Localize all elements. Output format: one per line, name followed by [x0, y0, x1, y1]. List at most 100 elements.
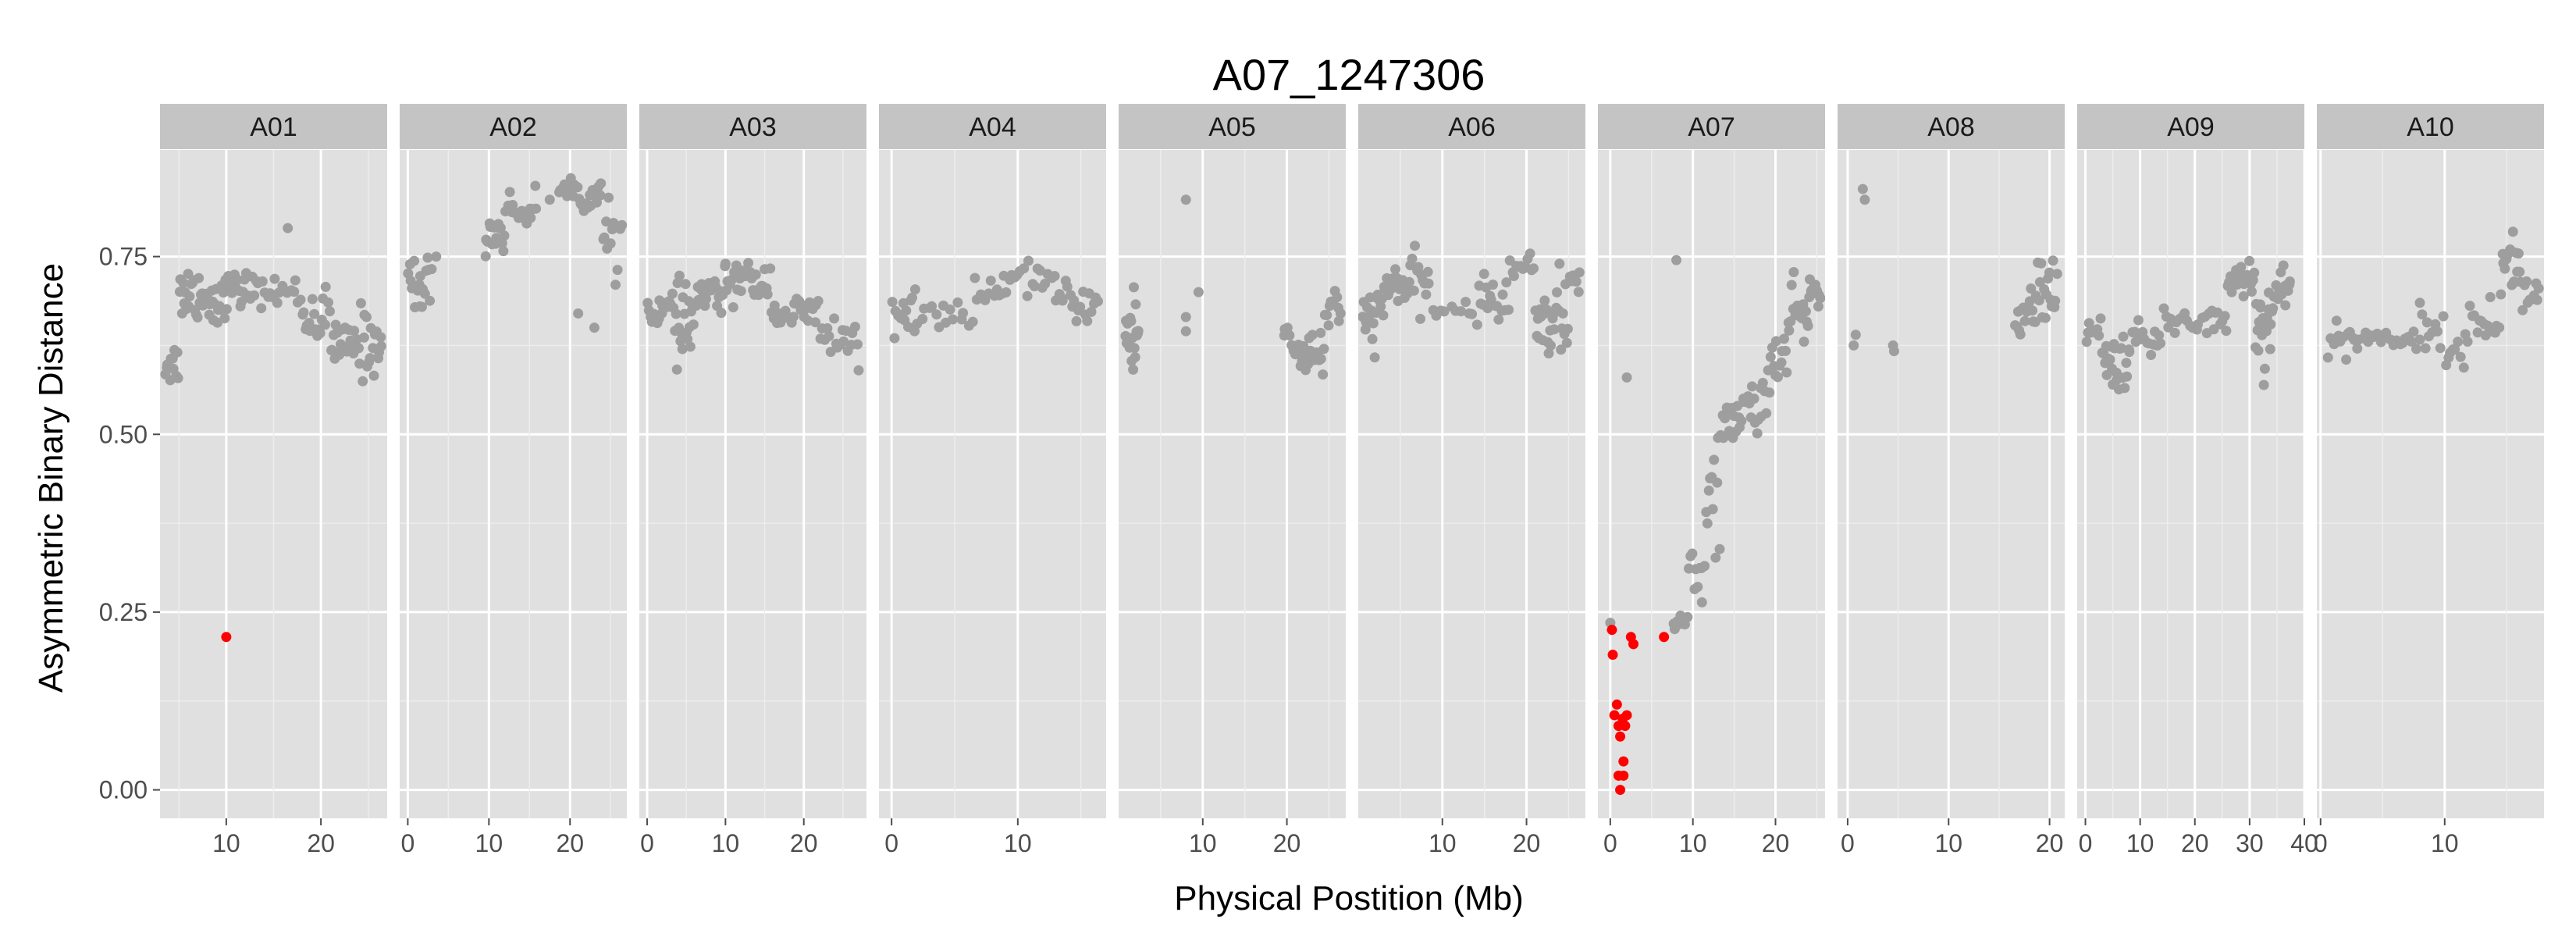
y-tick-label: 0.75 — [99, 243, 148, 271]
data-point — [696, 279, 707, 290]
data-point — [2238, 291, 2249, 301]
highlight-point — [1659, 632, 1670, 643]
panel-strip — [639, 104, 866, 149]
data-point — [184, 291, 195, 302]
data-point — [1071, 315, 1082, 326]
data-point — [2155, 338, 2166, 349]
data-point — [2408, 326, 2419, 337]
panel-strip-label: A07 — [1688, 112, 1735, 142]
x-tick-label: 10 — [1004, 829, 1032, 857]
x-tick-label: 10 — [1189, 829, 1217, 857]
x-tick-label: 10 — [475, 829, 503, 857]
data-point — [1671, 255, 1682, 265]
data-point — [2494, 322, 2505, 333]
data-point — [2253, 345, 2264, 356]
data-point — [967, 316, 978, 327]
data-point — [1422, 266, 1433, 277]
x-tick-label: 10 — [1679, 829, 1707, 857]
data-point — [192, 312, 203, 322]
data-point — [985, 275, 996, 286]
data-point — [1478, 269, 1489, 280]
data-point — [2259, 363, 2270, 374]
panel-background — [1598, 150, 1825, 818]
data-point — [1404, 276, 1414, 287]
data-point — [309, 308, 320, 319]
data-point — [355, 297, 366, 308]
data-point — [1323, 320, 1334, 331]
data-point — [2414, 297, 2425, 308]
data-point — [1332, 292, 1343, 303]
data-point — [1788, 267, 1799, 277]
data-point — [368, 370, 379, 381]
data-point — [2026, 283, 2037, 294]
y-axis: 0.00 0.25 0.50 0.75 — [99, 243, 160, 804]
data-point — [2255, 302, 2266, 313]
data-point — [320, 281, 331, 292]
data-point — [358, 376, 368, 387]
data-point — [480, 251, 491, 262]
x-tick-label: 10 — [2126, 829, 2154, 857]
data-point — [354, 358, 365, 369]
x-tick-label: 10 — [1429, 829, 1457, 857]
data-point — [422, 252, 433, 263]
data-point — [504, 187, 515, 198]
data-point — [257, 276, 268, 287]
data-point — [1682, 611, 1693, 622]
data-point — [326, 344, 337, 355]
data-point — [2158, 303, 2169, 314]
panel-a08: A08 0 10 20 — [1838, 104, 2065, 857]
data-point — [1126, 315, 1137, 326]
data-point — [1001, 287, 1012, 297]
data-point — [2169, 327, 2180, 338]
data-point — [2129, 326, 2140, 337]
data-point — [2464, 301, 2475, 312]
data-point — [194, 273, 205, 283]
data-point — [415, 301, 425, 312]
data-point — [2507, 226, 2518, 237]
data-point — [1439, 306, 1450, 317]
data-point — [685, 341, 696, 352]
x-tick-label: 20 — [790, 829, 818, 857]
data-point — [769, 300, 780, 311]
x-tick-label: 20 — [2036, 829, 2064, 857]
data-point — [1799, 337, 1809, 347]
data-point — [1699, 561, 1710, 572]
data-point — [1712, 477, 1723, 488]
data-point — [948, 314, 958, 325]
data-point — [1508, 271, 1519, 281]
data-point — [720, 258, 731, 269]
data-point — [495, 223, 506, 233]
x-tick-label: 0 — [2079, 829, 2093, 857]
x-tick-label: 0 — [1603, 829, 1617, 857]
data-point — [1034, 265, 1045, 276]
panel-strip-label: A06 — [1448, 112, 1496, 142]
data-point — [677, 344, 688, 354]
data-point — [1023, 255, 1034, 266]
data-point — [1497, 289, 1508, 300]
data-point — [1315, 354, 1326, 365]
data-point — [889, 333, 900, 344]
x-tick-label: 0 — [400, 829, 415, 857]
data-point — [2341, 354, 2352, 365]
data-point — [958, 308, 969, 319]
data-point — [173, 372, 183, 383]
data-point — [419, 288, 430, 299]
data-point — [290, 275, 301, 286]
panel-points — [1848, 183, 2062, 357]
panel-strip — [1598, 104, 1825, 149]
data-point — [325, 306, 335, 317]
data-point — [853, 365, 864, 376]
data-point — [283, 223, 294, 233]
panel-background — [1358, 150, 1585, 818]
data-point — [612, 265, 623, 276]
data-point — [2154, 330, 2165, 340]
data-point — [2036, 258, 2047, 269]
data-point — [531, 203, 542, 214]
highlight-point — [1607, 650, 1618, 661]
data-point — [1736, 415, 1747, 426]
x-tick-label: 20 — [1513, 829, 1541, 857]
data-point — [375, 340, 386, 351]
data-point — [2453, 337, 2464, 347]
data-point — [2133, 315, 2144, 326]
data-point — [674, 270, 685, 281]
